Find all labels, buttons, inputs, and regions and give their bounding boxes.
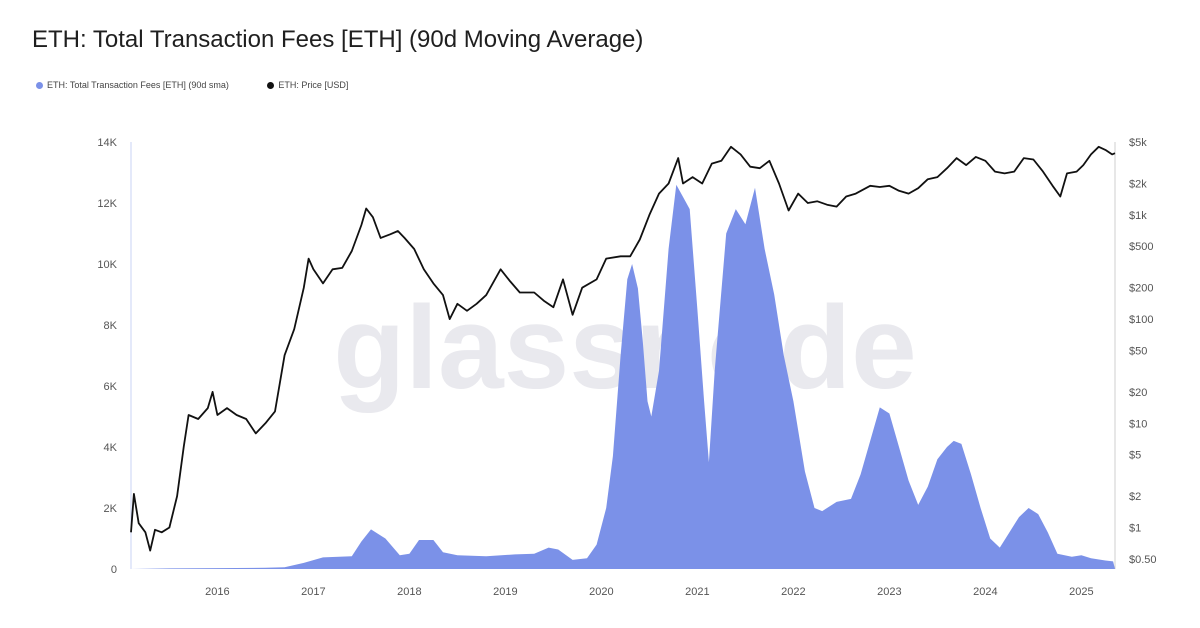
x-tick-label: 2019 <box>493 586 517 598</box>
right-tick-label: $50 <box>1129 345 1147 357</box>
x-tick-label: 2016 <box>205 586 229 598</box>
x-tick-label: 2022 <box>781 586 805 598</box>
left-tick-label: 10K <box>97 259 117 271</box>
right-tick-label: $20 <box>1129 387 1147 399</box>
left-tick-label: 8K <box>104 320 118 332</box>
right-tick-label: $5k <box>1129 137 1147 149</box>
x-tick-label: 2024 <box>973 586 997 598</box>
legend-price-label: ETH: Price [USD] <box>278 80 349 90</box>
price-line <box>130 145 1116 552</box>
left-tick-label: 2K <box>104 503 118 515</box>
right-tick-label: $1k <box>1129 210 1147 222</box>
right-tick-label: $0.50 <box>1129 554 1157 566</box>
legend-fees-dot-icon <box>36 81 43 89</box>
right-tick-label: $10 <box>1129 418 1147 430</box>
right-tick-label: $100 <box>1129 314 1153 326</box>
left-tick-label: 6K <box>104 381 118 393</box>
right-tick-label: $2 <box>1129 491 1141 503</box>
left-tick-label: 14K <box>97 137 117 149</box>
right-tick-label: $200 <box>1129 283 1153 295</box>
left-tick-label: 4K <box>104 442 118 454</box>
left-tick-label: 0 <box>111 564 117 576</box>
legend: ETH: Total Transaction Fees [ETH] (90d s… <box>36 80 384 91</box>
x-tick-label: 2025 <box>1069 586 1093 598</box>
legend-price-dot-icon <box>267 81 275 89</box>
x-tick-label: 2020 <box>589 586 613 598</box>
plot-area: 0 2K 4K 6K 8K 10K 12K 14K $0.50 $1 $2 $5 $10 $20 $50 $1… <box>97 137 1156 598</box>
chart-title: ETH: Total Transaction Fees [ETH] (90d M… <box>32 26 644 53</box>
x-tick-label: 2017 <box>301 586 325 598</box>
right-tick-label: $2k <box>1129 178 1147 190</box>
right-tick-label: $5 <box>1129 450 1141 462</box>
legend-fees-label: ETH: Total Transaction Fees [ETH] (90d s… <box>47 80 229 90</box>
right-tick-label: $1 <box>1129 523 1141 535</box>
x-tick-label: 2023 <box>877 586 901 598</box>
x-tick-label: 2021 <box>685 586 709 598</box>
x-tick-label: 2018 <box>397 586 421 598</box>
right-tick-label: $500 <box>1129 241 1153 253</box>
legend-item-fees[interactable]: ETH: Total Transaction Fees [ETH] (90d s… <box>36 80 229 90</box>
fees-area <box>131 184 1115 569</box>
legend-item-price[interactable]: ETH: Price [USD] <box>267 80 348 90</box>
left-tick-label: 12K <box>97 198 117 210</box>
